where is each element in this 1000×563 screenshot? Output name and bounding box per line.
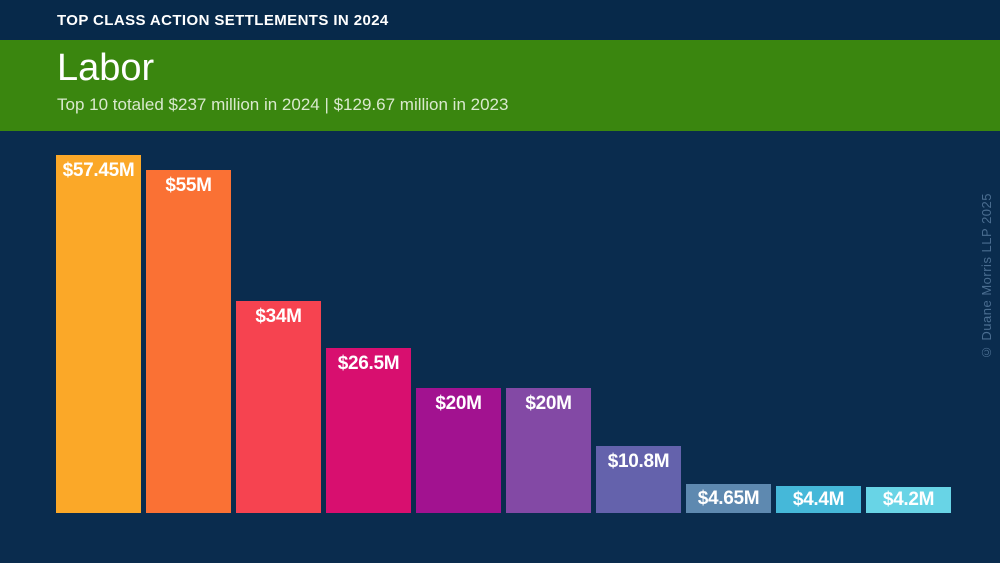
bar: $20M [416, 388, 501, 513]
bar-value-label: $55M [165, 175, 212, 196]
bar: $4.2M [866, 487, 951, 513]
category-title: Labor [57, 47, 155, 89]
bar-chart: $57.45M $55M $34M $26.5M $20M $20M $10.8M $4.65… [0, 131, 1000, 563]
bar: $57.45M [56, 155, 141, 513]
bar-value-label: $4.4M [792, 488, 845, 510]
bar: $34M [236, 301, 321, 513]
bar-value-label: $20M [435, 393, 482, 414]
bar: $10.8M [596, 446, 681, 513]
bar: $55M [146, 170, 231, 513]
watermark-copyright: © Duane Morris LLP 2025 [979, 193, 994, 361]
bar-value-label: $57.45M [62, 160, 135, 181]
top-banner: TOP CLASS ACTION SETTLEMENTS IN 2024 [0, 0, 1000, 40]
bar-value-label: $10.8M [607, 451, 670, 472]
bar-value-label: $26.5M [337, 353, 400, 374]
category-subtitle: Top 10 totaled $237 million in 2024 | $1… [57, 94, 509, 114]
bar: $4.65M [686, 484, 771, 513]
bar-value-label: $4.2M [882, 489, 935, 510]
bar-value-label: $34M [255, 306, 302, 327]
category-band: Labor Top 10 totaled $237 million in 202… [0, 40, 1000, 131]
bar-value-label: $4.65M [697, 487, 760, 509]
bar-value-label: $20M [525, 393, 572, 414]
bar: $4.4M [776, 486, 861, 513]
report-title: TOP CLASS ACTION SETTLEMENTS IN 2024 [57, 11, 389, 29]
bars: $57.45M $55M $34M $26.5M $20M $20M $10.8M $4.65… [56, 131, 951, 513]
bar: $26.5M [326, 348, 411, 513]
bar: $20M [506, 388, 591, 513]
